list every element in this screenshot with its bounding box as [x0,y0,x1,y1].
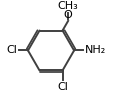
Text: NH₂: NH₂ [84,45,106,55]
Text: O: O [63,10,72,20]
Text: Cl: Cl [6,45,17,55]
Text: CH₃: CH₃ [57,1,78,11]
Text: Cl: Cl [57,81,67,92]
